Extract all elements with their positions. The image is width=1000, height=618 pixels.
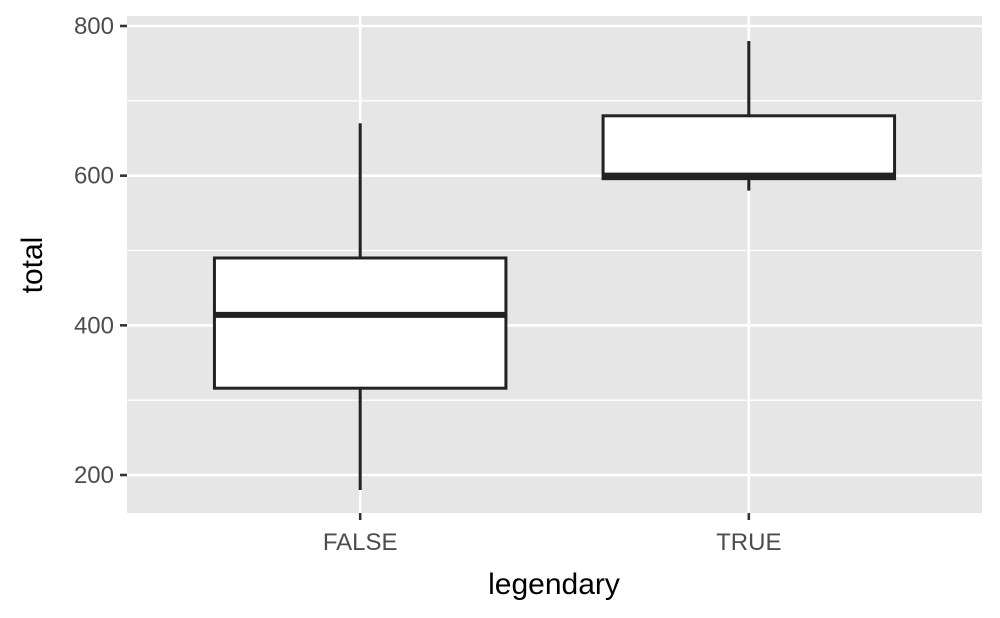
- x-tick-label: TRUE: [716, 529, 781, 556]
- y-tick-label: 800: [74, 13, 114, 40]
- y-tick-label: 200: [74, 462, 114, 489]
- box-true: [601, 40, 897, 191]
- x-tick-label: FALSE: [323, 529, 398, 556]
- box-series: [212, 40, 897, 490]
- y-tick-label: 600: [74, 163, 114, 190]
- box-iqr: [601, 114, 897, 181]
- x-axis-title: legendary: [488, 568, 620, 601]
- x-axis: FALSE TRUE: [323, 513, 781, 556]
- box-false: [212, 123, 508, 490]
- y-tick-label: 400: [74, 312, 114, 339]
- box-iqr: [212, 256, 508, 390]
- y-axis: 200 400 600 800: [74, 13, 127, 489]
- y-axis-title: total: [16, 237, 49, 294]
